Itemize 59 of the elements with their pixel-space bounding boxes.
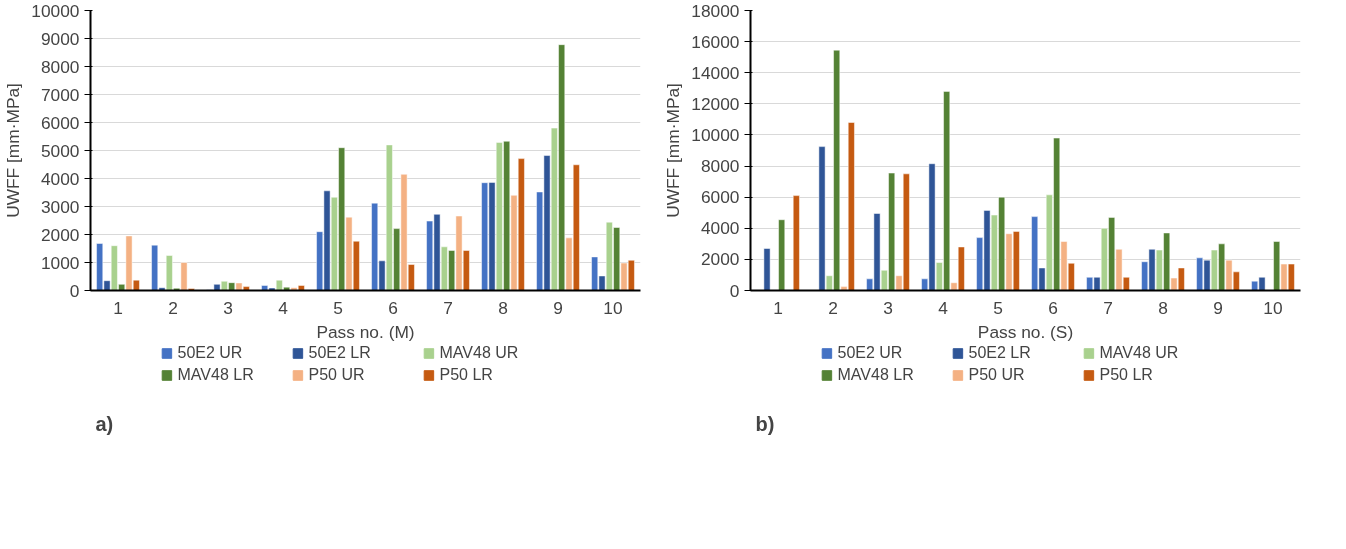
y-tick-label: 5000 (40, 140, 80, 161)
x-tick-label: 9 (553, 297, 563, 318)
x-tick-label: 10 (1263, 297, 1283, 318)
y-tick-label: 7000 (40, 84, 80, 105)
x-tick-label: 4 (278, 297, 289, 318)
y-tick-label: 0 (69, 280, 80, 301)
y-tick-label: 16000 (691, 31, 740, 52)
y-tick-label: 8000 (40, 56, 80, 77)
y-tick-label: 12000 (691, 93, 740, 114)
text: a) (95, 412, 114, 435)
x-tick-label: 1 (113, 297, 123, 318)
y-tick-label: 6000 (700, 187, 740, 208)
y-tick-label: 2000 (40, 224, 80, 245)
x-tick-label: 6 (1048, 297, 1058, 318)
x-axis-title: Pass no. (M) (316, 321, 415, 342)
legend-label: 50E2 LR (968, 344, 1032, 362)
legend-label: P50 UR (968, 366, 1026, 384)
y-tick-label: 14000 (691, 62, 740, 83)
y-tick-label: 2000 (700, 249, 740, 270)
legend-label: MAV48 LR (837, 366, 915, 384)
y-tick-label: 9000 (40, 28, 80, 49)
y-tick-label: 4000 (40, 168, 80, 189)
x-tick-label: 3 (223, 297, 233, 318)
y-tick-label: 18000 (691, 0, 740, 21)
x-tick-label: 7 (1103, 297, 1113, 318)
legend-label: 50E2 LR (308, 344, 372, 362)
legend-label: MAV48 LR (177, 366, 255, 384)
y-tick-label: 8000 (700, 156, 740, 177)
y-tick-label: 10000 (31, 0, 80, 21)
y-tick-label: 3000 (40, 196, 80, 217)
x-axis-title: Pass no. (S) (977, 321, 1074, 342)
text: b) (755, 412, 775, 435)
x-tick-label: 8 (498, 297, 508, 318)
x-tick-label: 2 (168, 297, 178, 318)
legend-label: MAV48 UR (1099, 344, 1180, 362)
x-tick-label: 4 (938, 297, 949, 318)
x-tick-label: 3 (883, 297, 893, 318)
x-tick-label: 8 (1158, 297, 1168, 318)
x-tick-label: 10 (603, 297, 623, 318)
y-axis-title: UWFF [mm·MPa] (663, 83, 684, 218)
y-tick-label: 6000 (40, 112, 80, 133)
y-axis-title: UWFF [mm·MPa] (3, 83, 24, 218)
x-tick-label: 9 (1213, 297, 1223, 318)
x-tick-label: 5 (993, 297, 1003, 318)
y-tick-label: 4000 (700, 218, 740, 239)
x-tick-label: 1 (773, 297, 783, 318)
legend-label: MAV48 UR (439, 344, 520, 362)
x-tick-label: 2 (828, 297, 838, 318)
y-tick-label: 1000 (40, 252, 80, 273)
y-tick-label: 0 (729, 280, 740, 301)
legend-label: P50 UR (308, 366, 366, 384)
legend-label: 50E2 UR (177, 344, 244, 362)
y-tick-label: 10000 (691, 124, 740, 145)
legend-label: P50 LR (1099, 366, 1154, 384)
x-tick-label: 7 (443, 297, 453, 318)
legend-label: 50E2 UR (837, 344, 904, 362)
x-tick-label: 5 (333, 297, 343, 318)
x-tick-label: 6 (388, 297, 398, 318)
legend-label: P50 LR (439, 366, 494, 384)
